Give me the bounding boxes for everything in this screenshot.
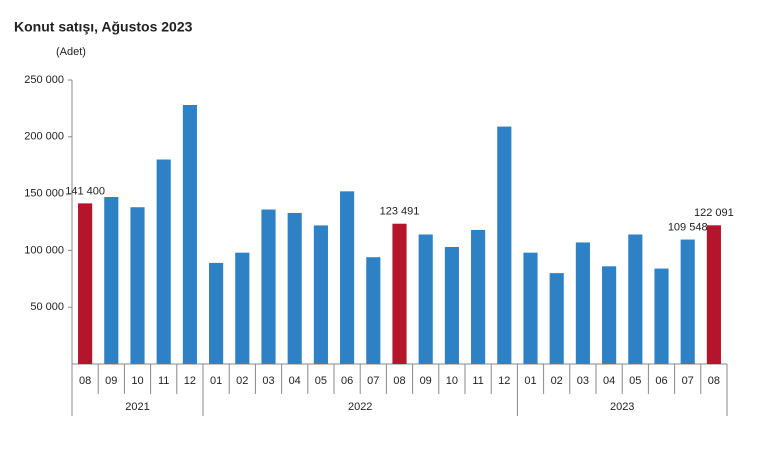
bar xyxy=(182,104,197,364)
x-tick-label: 09 xyxy=(420,375,432,387)
bar xyxy=(602,266,617,364)
value-label: 122 091 xyxy=(694,207,734,219)
x-tick-label: 07 xyxy=(682,375,694,387)
bar xyxy=(523,252,538,364)
y-tick-label: 150 000 xyxy=(24,188,64,200)
bar xyxy=(628,234,643,364)
x-tick-label: 10 xyxy=(446,375,458,387)
bar xyxy=(104,197,119,364)
bar xyxy=(261,209,276,364)
bar xyxy=(654,268,669,364)
x-tick-label: 01 xyxy=(210,375,222,387)
x-tick-label: 05 xyxy=(315,375,327,387)
year-label: 2021 xyxy=(125,401,149,413)
bar xyxy=(575,242,590,364)
x-tick-label: 12 xyxy=(498,375,510,387)
bar xyxy=(287,212,302,364)
bar xyxy=(235,252,250,364)
bar xyxy=(366,257,381,364)
x-tick-label: 08 xyxy=(708,375,720,387)
x-tick-label: 03 xyxy=(262,375,274,387)
x-tick-label: 10 xyxy=(131,375,143,387)
y-tick-label: 250 000 xyxy=(24,74,64,86)
x-tick-label: 02 xyxy=(551,375,563,387)
bar xyxy=(418,234,433,364)
bar xyxy=(471,229,486,364)
y-tick-label: 50 000 xyxy=(30,301,64,313)
x-tick-label: 02 xyxy=(236,375,248,387)
x-tick-label: 04 xyxy=(603,375,615,387)
bar xyxy=(680,239,695,364)
bar xyxy=(156,159,171,364)
y-tick-label: 100 000 xyxy=(24,244,64,256)
bar xyxy=(78,203,93,364)
bar xyxy=(313,225,328,364)
bar xyxy=(497,126,512,365)
value-label: 109 548 xyxy=(668,221,708,233)
x-tick-label: 06 xyxy=(341,375,353,387)
bar xyxy=(706,225,721,364)
x-tick-label: 05 xyxy=(629,375,641,387)
bar xyxy=(392,223,407,364)
x-tick-label: 07 xyxy=(367,375,379,387)
chart-subtitle: (Adet) xyxy=(56,46,86,58)
x-tick-label: 11 xyxy=(158,375,169,387)
x-tick-label: 11 xyxy=(472,375,483,387)
bar xyxy=(340,191,355,364)
year-label: 2023 xyxy=(610,401,634,413)
bar xyxy=(444,246,459,364)
chart-title: Konut satışı, Ağustos 2023 xyxy=(14,19,193,35)
x-tick-label: 08 xyxy=(393,375,405,387)
x-tick-label: 08 xyxy=(79,375,91,387)
year-label: 2022 xyxy=(348,401,372,413)
x-tick-label: 01 xyxy=(524,375,536,387)
bar xyxy=(209,262,224,364)
y-tick-label: 200 000 xyxy=(24,131,64,143)
x-tick-label: 09 xyxy=(105,375,117,387)
bar xyxy=(549,273,564,364)
x-tick-label: 12 xyxy=(184,375,196,387)
x-tick-label: 04 xyxy=(289,375,301,387)
x-tick-label: 06 xyxy=(655,375,667,387)
bar xyxy=(130,207,145,364)
value-label: 123 491 xyxy=(380,206,420,218)
value-label: 141 400 xyxy=(65,185,105,197)
x-tick-label: 03 xyxy=(577,375,589,387)
